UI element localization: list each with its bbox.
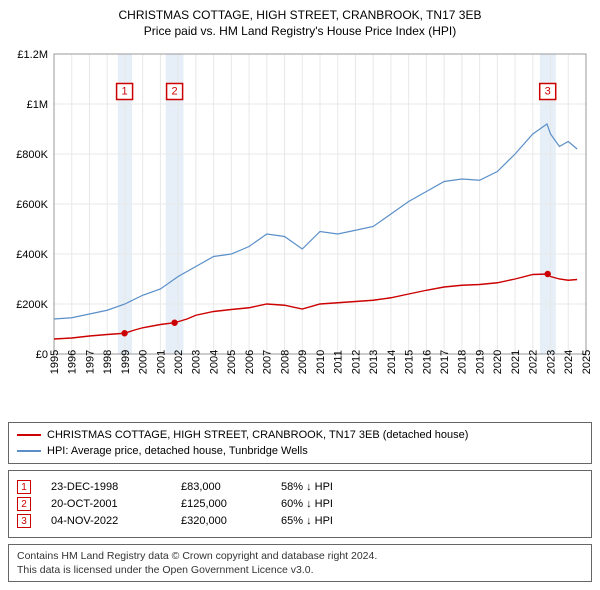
legend-swatch-blue	[17, 450, 41, 452]
event-marker-number: 2	[172, 86, 178, 98]
y-tick-label: £0	[36, 349, 48, 361]
event-delta: 58% ↓ HPI	[281, 481, 333, 493]
y-tick-label: £400K	[16, 249, 48, 261]
footer-line1: Contains HM Land Registry data © Crown c…	[17, 549, 583, 563]
x-tick-label: 2006	[244, 350, 256, 374]
x-tick-label: 2019	[474, 350, 486, 374]
legend-label: HPI: Average price, detached house, Tunb…	[47, 443, 308, 459]
x-tick-label: 2001	[155, 350, 167, 374]
x-tick-label: 2025	[581, 350, 592, 374]
event-marker-number: 3	[545, 86, 551, 98]
price-dot	[544, 271, 550, 277]
event-price: £83,000	[181, 481, 261, 493]
x-tick-label: 2013	[368, 350, 380, 374]
chart-area: £0 £200K £400K £600K £800K £1M £1.2M 1995 1996 19…	[8, 44, 592, 414]
chart-title: CHRISTMAS COTTAGE, HIGH STREET, CRANBROO…	[8, 8, 592, 22]
x-tick-label: 1996	[67, 350, 79, 374]
x-tick-label: 2014	[386, 350, 398, 374]
x-tick-label: 2022	[528, 350, 540, 374]
x-tick-label: 2003	[191, 350, 203, 374]
price-dot	[171, 320, 177, 326]
x-tick-label: 2018	[457, 350, 469, 374]
x-tick-label: 2000	[138, 350, 150, 374]
event-marker: 1	[17, 480, 31, 494]
footer-line2: This data is licensed under the Open Gov…	[17, 563, 583, 577]
y-tick-label: £1.2M	[17, 49, 48, 61]
event-marker: 2	[17, 497, 31, 511]
chart-svg: £0 £200K £400K £600K £800K £1M £1.2M 1995 1996 19…	[8, 44, 592, 414]
event-marker: 3	[17, 514, 31, 528]
x-tick-label: 2010	[315, 350, 327, 374]
series-blue	[54, 124, 577, 319]
legend-label: CHRISTMAS COTTAGE, HIGH STREET, CRANBROO…	[47, 427, 468, 443]
event-row: 3 04-NOV-2022 £320,000 65% ↓ HPI	[17, 514, 583, 528]
event-price: £125,000	[181, 498, 261, 510]
x-tick-label: 2017	[439, 350, 451, 374]
event-row: 1 23-DEC-1998 £83,000 58% ↓ HPI	[17, 480, 583, 494]
y-tick-label: £200K	[16, 299, 48, 311]
event-date: 04-NOV-2022	[51, 515, 161, 527]
x-tick-label: 2012	[350, 350, 362, 374]
chart-subtitle: Price paid vs. HM Land Registry's House …	[8, 24, 592, 38]
series-red	[54, 274, 577, 339]
event-delta: 60% ↓ HPI	[281, 498, 333, 510]
x-tick-label: 2020	[492, 350, 504, 374]
legend-item: HPI: Average price, detached house, Tunb…	[17, 443, 583, 459]
x-tick-label: 1998	[102, 350, 114, 374]
y-tick-label: £1M	[27, 99, 48, 111]
x-tick-label: 2023	[545, 350, 557, 374]
x-tick-label: 2015	[404, 350, 416, 374]
y-tick-label: £600K	[16, 199, 48, 211]
event-date: 20-OCT-2001	[51, 498, 161, 510]
legend: CHRISTMAS COTTAGE, HIGH STREET, CRANBROO…	[8, 422, 592, 464]
event-date: 23-DEC-1998	[51, 481, 161, 493]
x-tick-label: 2024	[563, 350, 575, 374]
x-tick-label: 2005	[226, 350, 238, 374]
x-tick-label: 2002	[173, 350, 185, 374]
x-tick-label: 1995	[49, 350, 61, 374]
events-table: 1 23-DEC-1998 £83,000 58% ↓ HPI 2 20-OCT-2001…	[8, 470, 592, 538]
event-row: 2 20-OCT-2001 £125,000 60% ↓ HPI	[17, 497, 583, 511]
x-tick-label: 2007	[262, 350, 274, 374]
event-marker-number: 1	[122, 86, 128, 98]
x-tick-label: 2004	[208, 350, 220, 374]
x-tick-label: 2016	[421, 350, 433, 374]
x-tick-label: 2008	[279, 350, 291, 374]
x-tick-label: 1997	[84, 350, 96, 374]
x-tick-label: 2011	[333, 350, 345, 374]
x-tick-label: 1999	[120, 350, 132, 374]
price-dot	[121, 330, 127, 336]
legend-swatch-red	[17, 434, 41, 436]
event-price: £320,000	[181, 515, 261, 527]
legend-item: CHRISTMAS COTTAGE, HIGH STREET, CRANBROO…	[17, 427, 583, 443]
x-tick-label: 2021	[510, 350, 522, 374]
y-tick-label: £800K	[16, 149, 48, 161]
attribution: Contains HM Land Registry data © Crown c…	[8, 544, 592, 582]
event-delta: 65% ↓ HPI	[281, 515, 333, 527]
x-tick-label: 2009	[297, 350, 309, 374]
